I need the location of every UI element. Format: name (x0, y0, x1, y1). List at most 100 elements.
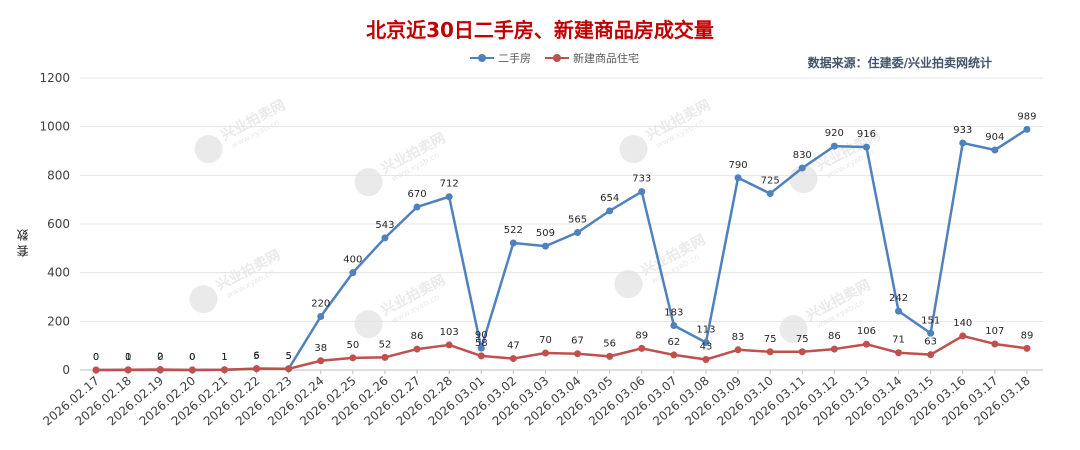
data-label: 1 (125, 352, 131, 363)
data-point (927, 329, 935, 337)
data-point (734, 174, 742, 182)
data-label: 904 (985, 132, 1004, 143)
data-point (509, 355, 517, 363)
data-label: 89 (1021, 330, 1034, 341)
data-point (381, 353, 389, 361)
data-label: 90 (475, 330, 488, 341)
series-line-1 (96, 128, 1028, 372)
data-label: 113 (696, 325, 715, 336)
y-tick-label: 0 (62, 363, 70, 377)
data-label: 920 (825, 128, 844, 139)
data-point (606, 352, 614, 360)
data-label: 830 (793, 150, 812, 161)
data-label: 75 (796, 334, 809, 345)
data-label: 70 (539, 335, 552, 346)
data-point (220, 366, 228, 374)
data-point (1023, 344, 1031, 352)
data-point (959, 332, 967, 340)
data-point (895, 307, 903, 315)
data-point (670, 321, 678, 329)
data-point (92, 366, 100, 374)
data-label: 916 (857, 129, 876, 140)
data-label: 47 (507, 341, 520, 352)
data-point (1023, 125, 1031, 133)
data-point (349, 354, 357, 362)
data-label: 75 (764, 334, 777, 345)
legend-swatch-series-1 (470, 53, 494, 63)
data-point (349, 269, 357, 277)
data-label: 0 (189, 352, 195, 363)
watermark-logo-icon (619, 135, 648, 164)
data-point (477, 344, 485, 352)
data-source-note: 数据来源：住建委/兴业拍卖网统计 (807, 56, 992, 70)
data-label: 242 (889, 293, 908, 304)
data-point (509, 239, 517, 247)
watermark-logo-icon (614, 270, 643, 299)
data-point (638, 188, 646, 196)
y-tick-label: 400 (47, 266, 70, 280)
data-point (445, 341, 453, 349)
data-label: 103 (440, 327, 459, 338)
legend-swatch-series-2 (545, 53, 569, 63)
data-label: 522 (504, 225, 523, 236)
data-point (798, 348, 806, 356)
legend-label-series-2: 新建商品住宅 (573, 52, 639, 65)
data-point (413, 345, 421, 353)
watermark-logo-icon (189, 285, 218, 314)
data-point (156, 366, 164, 374)
data-point (188, 366, 196, 374)
data-point (317, 357, 325, 365)
data-point (702, 339, 710, 347)
data-point (606, 207, 614, 215)
data-point (541, 349, 549, 357)
data-label: 6 (253, 351, 259, 362)
data-point (862, 340, 870, 348)
data-point (574, 229, 582, 237)
data-label: 989 (1017, 111, 1036, 122)
series-line-2 (96, 334, 1028, 372)
data-label: 733 (632, 174, 651, 185)
legend-label-series-1: 二手房 (498, 52, 531, 65)
data-point (477, 352, 485, 360)
data-point (959, 139, 967, 147)
watermark-logo-icon (779, 315, 808, 344)
y-tick-label: 600 (47, 217, 70, 231)
data-label: 151 (921, 315, 940, 326)
data-point (991, 340, 999, 348)
data-point (702, 356, 710, 364)
data-point (253, 365, 261, 373)
data-label: 52 (379, 339, 392, 350)
data-point (285, 365, 293, 373)
data-label: 5 (285, 351, 291, 362)
data-label: 220 (311, 298, 330, 309)
data-point (445, 193, 453, 201)
data-label: 50 (346, 340, 359, 351)
data-label: 5 (253, 351, 259, 362)
data-label: 400 (343, 255, 362, 266)
data-label: 43 (700, 342, 713, 353)
data-label: 107 (985, 326, 1004, 337)
data-label: 712 (440, 179, 459, 190)
data-point (895, 349, 903, 357)
data-label: 62 (667, 337, 680, 348)
data-label: 2 (157, 352, 163, 363)
data-label: 183 (664, 307, 683, 318)
data-point (574, 350, 582, 358)
data-point (124, 366, 132, 374)
data-point (541, 242, 549, 250)
data-point (734, 346, 742, 354)
data-label: 71 (892, 335, 905, 346)
data-label: 106 (857, 326, 876, 337)
data-label: 0 (189, 352, 195, 363)
legend-item-series-1: 二手房 (470, 50, 531, 66)
data-label: 933 (953, 125, 972, 136)
data-label: 543 (375, 220, 394, 231)
data-label: 654 (600, 193, 619, 204)
data-label: 0 (93, 352, 99, 363)
data-label: 790 (729, 160, 748, 171)
data-label: 1 (221, 352, 227, 363)
data-label: 0 (93, 352, 99, 363)
data-point (766, 348, 774, 356)
